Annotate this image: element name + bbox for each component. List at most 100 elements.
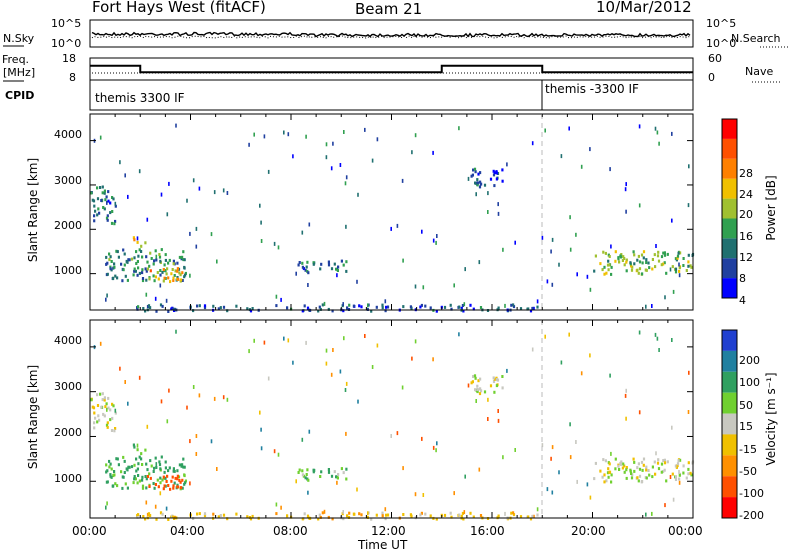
power-ytick: 1000 — [54, 264, 82, 277]
power-cell — [687, 260, 690, 264]
power-cell — [495, 171, 498, 175]
power-cell — [179, 273, 182, 277]
velocity-cell — [593, 477, 596, 481]
velocity-cell — [568, 332, 570, 337]
power-cell — [325, 142, 328, 147]
velocity-cell — [632, 457, 635, 461]
velocity-cell — [164, 460, 167, 464]
velocity-cell — [155, 517, 158, 521]
velocity-cell — [608, 462, 611, 466]
velocity-cell — [155, 462, 158, 467]
velocity-cell — [260, 427, 262, 432]
velocity-cell — [167, 518, 170, 521]
power-cell — [674, 270, 678, 274]
power-cell — [213, 190, 216, 195]
velocity-cell — [346, 514, 349, 518]
power-cell — [145, 278, 148, 282]
power-cell — [136, 260, 139, 263]
velocity-cell — [645, 512, 647, 517]
power-cell — [106, 272, 109, 276]
velocity-cell — [344, 388, 347, 392]
power-cell — [195, 244, 198, 249]
power-cell — [608, 255, 611, 258]
power-cell — [160, 248, 163, 252]
velocity-cell — [137, 462, 140, 466]
power-cell — [479, 306, 483, 309]
velocity-cell — [367, 511, 369, 516]
power-cell — [147, 304, 151, 308]
velocity-cell — [506, 368, 508, 373]
velocity-cell — [176, 469, 179, 473]
power-cell — [621, 259, 624, 262]
velocity-cell — [381, 514, 384, 518]
velocity-cell — [677, 459, 680, 463]
velocity-cell — [319, 515, 322, 519]
power-cell — [381, 303, 384, 307]
velocity-cell — [637, 479, 640, 483]
velocity-cell — [312, 470, 315, 474]
velocity-cell — [449, 511, 452, 515]
velocity-cell — [172, 467, 175, 471]
power-cell — [487, 191, 489, 196]
noise-left-tick-high: 10^5 — [51, 17, 82, 30]
velocity-cell — [172, 515, 175, 519]
power-cell — [115, 249, 118, 253]
power-cell — [462, 309, 465, 313]
velocity-cell — [390, 434, 392, 438]
power-cell — [116, 276, 119, 280]
power-cell — [144, 241, 147, 245]
power-cell — [677, 251, 680, 255]
power-cell — [603, 272, 606, 276]
velocity-cell — [166, 419, 169, 424]
velocity-cell — [306, 514, 310, 518]
power-cell — [504, 303, 506, 308]
velocity-cell — [106, 407, 108, 412]
velocity-cell — [461, 511, 464, 515]
velocity-cell — [665, 479, 668, 483]
velocity-cell — [109, 462, 112, 466]
power-cell — [96, 197, 100, 201]
power-cell — [155, 258, 158, 262]
velocity-cell — [504, 511, 506, 516]
power-cell — [663, 253, 667, 257]
power-cell — [360, 305, 363, 309]
velocity-cell — [98, 418, 101, 422]
power-cell — [605, 271, 608, 275]
power-cell — [336, 269, 339, 272]
power-cell — [112, 197, 115, 201]
velocity-cell — [149, 459, 152, 463]
velocity-cell — [126, 468, 129, 472]
velocity-cell — [323, 509, 326, 514]
velocity-cell — [179, 480, 182, 484]
velocity-cell — [325, 348, 328, 353]
power-cell — [164, 277, 167, 280]
velocity-cell — [337, 473, 340, 476]
velocity-cell — [154, 483, 157, 486]
velocity-cell — [297, 471, 300, 474]
velocity-cell — [295, 479, 297, 484]
power-cell — [109, 265, 112, 269]
velocity-cell — [114, 408, 117, 413]
velocity-cell — [127, 401, 129, 406]
power-cell — [114, 219, 117, 223]
velocity-cell — [114, 427, 117, 430]
velocity-cell — [502, 455, 504, 460]
power-cell — [137, 266, 140, 270]
power-cell — [149, 251, 152, 255]
velocity-cell — [159, 467, 162, 471]
velocity-cell — [162, 475, 165, 479]
power-cell — [332, 141, 334, 146]
power-cell — [145, 255, 148, 259]
velocity-cell — [301, 437, 304, 442]
power-cell — [594, 254, 597, 258]
power-cell — [306, 260, 309, 264]
power-cell — [172, 307, 175, 311]
power-cell — [295, 271, 297, 276]
power-cell — [414, 133, 417, 138]
power-cell — [163, 263, 166, 267]
velocity-cell — [173, 481, 176, 485]
power-cell — [175, 123, 177, 128]
power-cell — [312, 262, 315, 266]
velocity-cell — [109, 418, 112, 422]
velocity-cell — [301, 473, 304, 477]
